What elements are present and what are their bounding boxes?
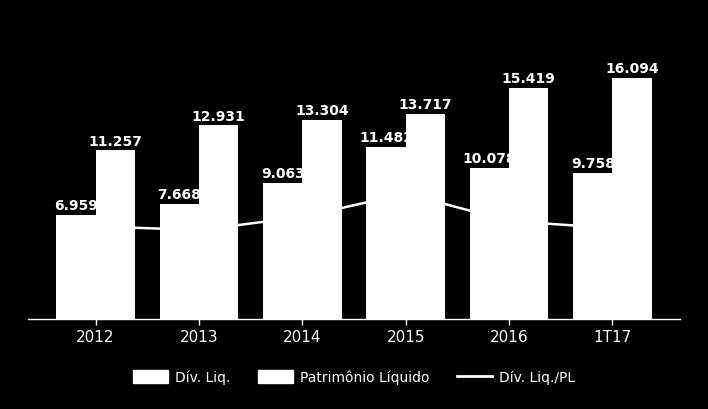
Text: 11.257: 11.257 (88, 134, 142, 148)
Text: 11.482: 11.482 (359, 131, 413, 145)
Text: 10.078: 10.078 (462, 152, 516, 166)
Text: 9.063: 9.063 (261, 167, 304, 181)
Bar (263, 184, 302, 319)
Bar (509, 89, 549, 319)
Text: 7.668: 7.668 (157, 188, 201, 202)
Bar (612, 79, 652, 319)
Text: 6.959: 6.959 (54, 198, 98, 212)
Bar (159, 204, 199, 319)
Text: 15.419: 15.419 (502, 72, 556, 86)
Text: 9.758: 9.758 (571, 157, 615, 171)
Text: 13.717: 13.717 (399, 98, 452, 112)
Bar (367, 148, 406, 319)
Bar (302, 120, 341, 319)
Bar (573, 173, 612, 319)
Bar (406, 114, 445, 319)
Text: 13.304: 13.304 (295, 104, 349, 118)
Legend: Dív. Liq., Patrimônio Líquido, Dív. Liq./PL: Dív. Liq., Patrimônio Líquido, Dív. Liq.… (127, 364, 581, 390)
Text: x: x (185, 211, 194, 225)
Text: 16.094: 16.094 (605, 62, 659, 76)
Text: 12.931: 12.931 (192, 109, 246, 123)
Bar (56, 215, 96, 319)
Bar (96, 151, 135, 319)
Bar (470, 169, 509, 319)
Bar (199, 126, 238, 319)
